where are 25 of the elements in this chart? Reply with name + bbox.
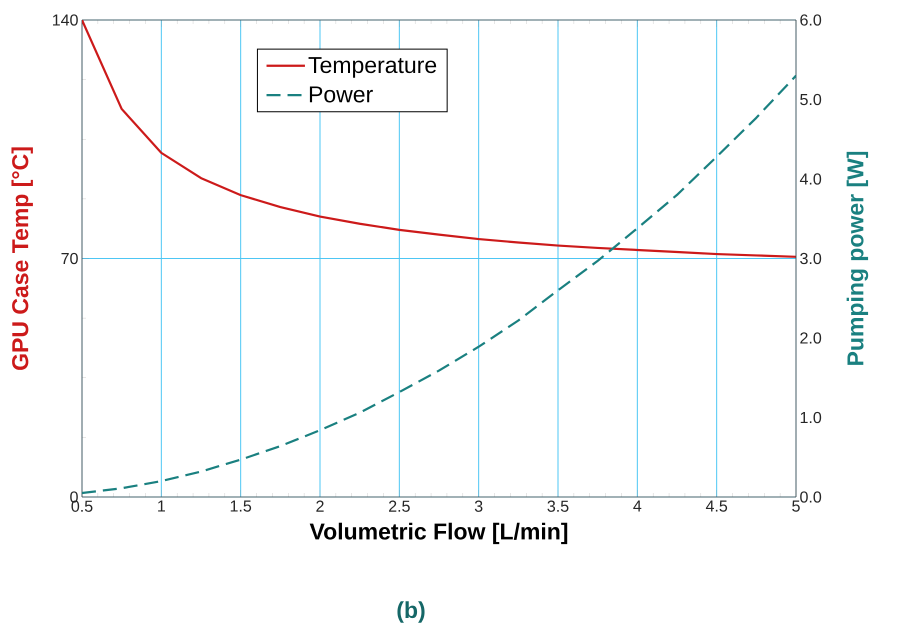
x-tick-label: 4.5 <box>706 500 728 512</box>
x-tick-label: 3.5 <box>547 500 568 512</box>
x-tick-label: 0.5 <box>72 500 92 512</box>
legend-label: Power <box>310 86 373 102</box>
y2-axis-title: Pumping power [W] <box>846 152 868 365</box>
y2-tick-label: 0.0 <box>800 491 822 503</box>
x-tick-label: 2 <box>316 500 324 512</box>
text: (b) <box>397 601 425 623</box>
y-axis-title: GPU Case Temp [°C] <box>11 147 33 370</box>
x-axis-title: Volumetric Flow [L/min] <box>310 522 568 544</box>
x-tick-label: 4 <box>633 500 642 512</box>
y2-tick-label: 1.0 <box>800 412 822 424</box>
legend-label: Temperature <box>308 57 436 78</box>
y2-tick-label: 6.0 <box>800 14 822 26</box>
x-tick-label: 5 <box>792 500 800 512</box>
x-tick-label: 2.5 <box>389 500 410 512</box>
x-tick-label: 1 <box>158 500 165 512</box>
y-tick-label: 70 <box>61 252 78 264</box>
y2-tick-label: 2.0 <box>800 332 822 344</box>
x-tick-label: 1.5 <box>230 500 252 512</box>
y2-tick-label: 3.0 <box>800 252 822 264</box>
y-tick-label: 140 <box>52 14 78 26</box>
x-tick-label: 3 <box>474 500 482 512</box>
y2-tick-label: 5.0 <box>800 94 822 106</box>
y2-tick-label: 4.0 <box>800 173 822 185</box>
